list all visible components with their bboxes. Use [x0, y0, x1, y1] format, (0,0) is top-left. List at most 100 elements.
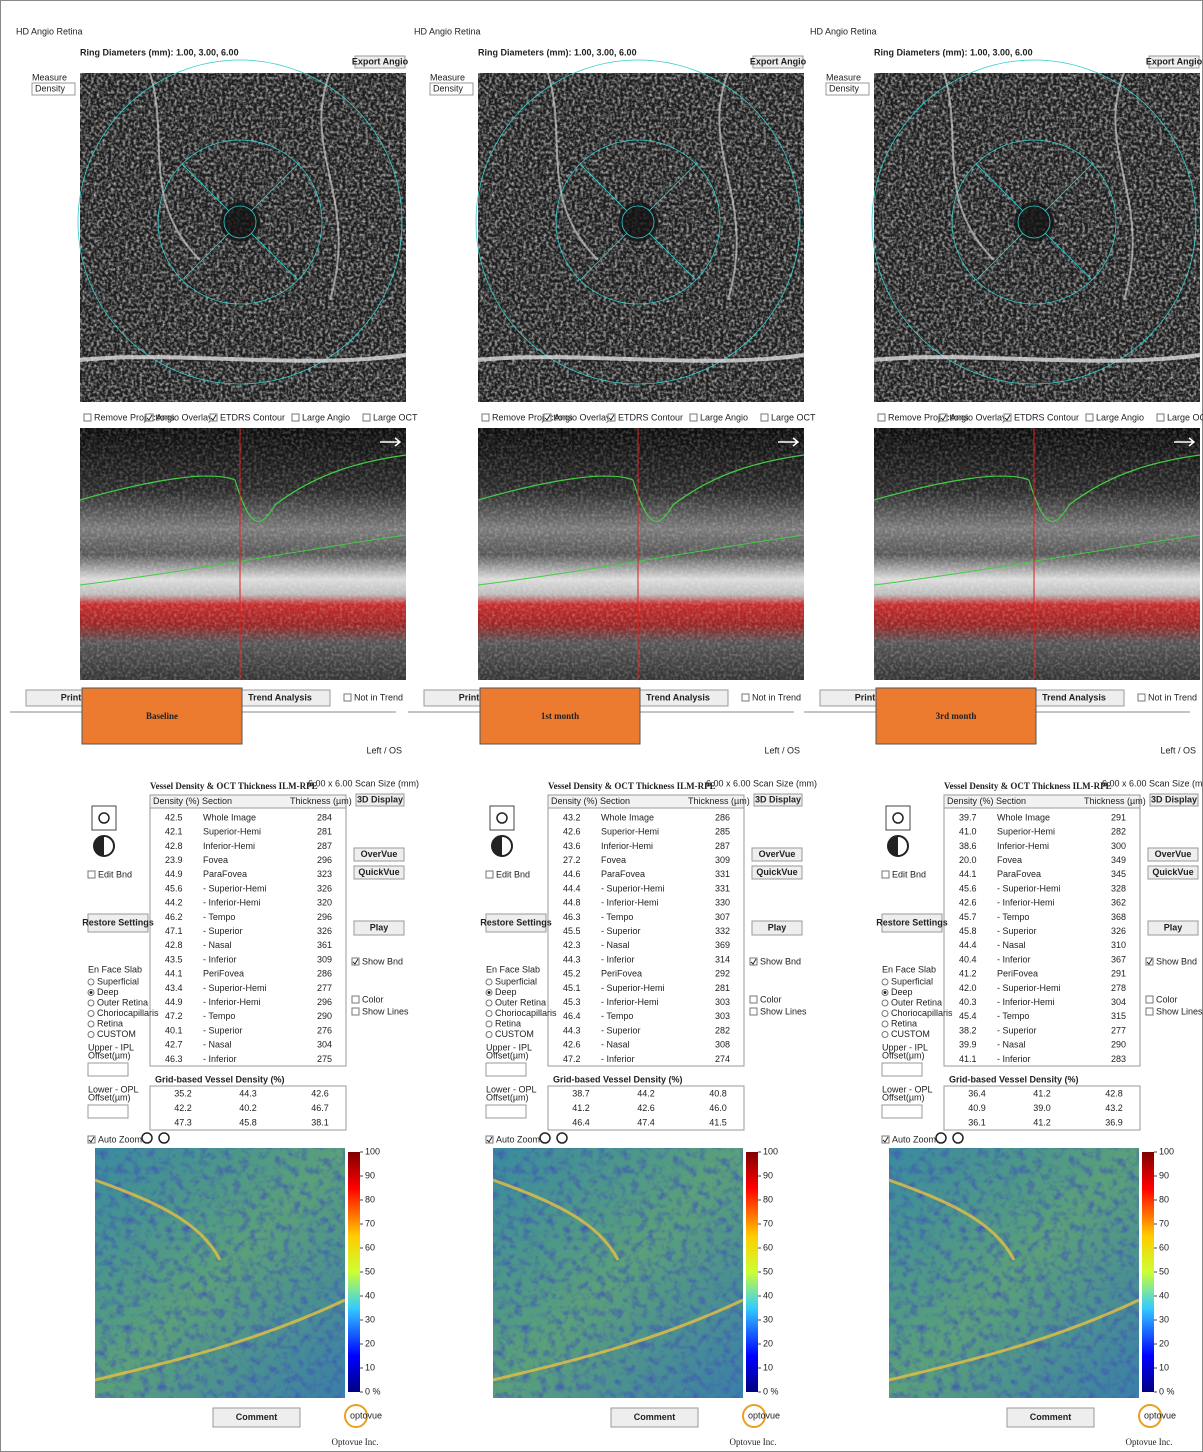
section-name: Fovea [203, 855, 228, 865]
zoom-icon[interactable] [142, 1133, 152, 1143]
color-option[interactable] [1146, 996, 1153, 1003]
grid-value: 42.6 [637, 1103, 655, 1113]
company: Optovue Inc. [332, 1437, 379, 1447]
not-in-trend-label: Not in Trend [1148, 692, 1197, 702]
section-name: - Tempo [203, 1011, 235, 1021]
edit-bnd[interactable] [88, 871, 95, 878]
view-option[interactable] [482, 414, 489, 421]
not-in-trend[interactable] [1138, 694, 1145, 701]
view-option-label: Large OCT [373, 412, 418, 422]
view-option[interactable] [1157, 414, 1164, 421]
color-option[interactable] [352, 996, 359, 1003]
3d-display-label: 3D Display [755, 794, 801, 804]
slab-option[interactable] [88, 979, 94, 985]
slab-option[interactable] [88, 1000, 94, 1006]
colorbar-tick-label: 50 [365, 1266, 375, 1276]
edit-bnd[interactable] [486, 871, 493, 878]
show-lines[interactable] [750, 1008, 757, 1015]
edit-bnd[interactable] [882, 871, 889, 878]
thickness-value: 361 [317, 940, 332, 950]
slab-option[interactable] [486, 1000, 492, 1006]
slab-option[interactable] [882, 1011, 888, 1017]
colorbar-tick-label: 80 [365, 1194, 375, 1204]
lower-input[interactable] [882, 1105, 922, 1118]
slab-option[interactable] [486, 1011, 492, 1017]
color-option-label: Color [1156, 994, 1178, 1004]
upper-input[interactable] [882, 1063, 922, 1076]
thickness-value: 277 [1111, 1025, 1126, 1035]
colorbar-tick-label: 20 [1159, 1338, 1169, 1348]
scan-size: 6.00 x 6.00 Scan Size (mm) [1102, 778, 1203, 788]
view-option-label: ETDRS Contour [618, 412, 683, 422]
slab-option[interactable] [882, 1000, 888, 1006]
view-option[interactable] [84, 414, 91, 421]
colorbar-tick-label: 40 [365, 1290, 375, 1300]
thickness-value: 292 [715, 969, 730, 979]
view-option[interactable] [292, 414, 299, 421]
show-lines-label: Show Lines [760, 1006, 807, 1016]
density-value: 39.7 [959, 812, 977, 822]
show-lines[interactable] [1146, 1008, 1153, 1015]
density-value: 45.5 [563, 926, 581, 936]
zoom-icon[interactable] [540, 1133, 550, 1143]
color-option[interactable] [750, 996, 757, 1003]
lower-input[interactable] [486, 1105, 526, 1118]
section-name: Whole Image [601, 812, 654, 822]
table-title: Vessel Density & OCT Thickness ILM-RPE [150, 781, 318, 791]
brightness-icon[interactable] [92, 806, 116, 830]
not-in-trend[interactable] [344, 694, 351, 701]
slab-option[interactable] [486, 1021, 492, 1027]
show-lines[interactable] [352, 1008, 359, 1015]
ring-diameters: Ring Diameters (mm): 1.00, 3.00, 6.00 [478, 47, 637, 57]
colorbar-tick-label: 50 [763, 1266, 773, 1276]
slab-option[interactable] [486, 1032, 492, 1038]
view-option-label: Angio Overlay [156, 412, 213, 422]
view-option[interactable] [761, 414, 768, 421]
section-name: - Nasal [601, 940, 630, 950]
zoom-icon[interactable] [557, 1133, 567, 1143]
thickness-value: 286 [715, 812, 730, 822]
density-value: 42.6 [563, 1040, 581, 1050]
section-name: PeriFovea [601, 969, 642, 979]
density-value: 40.3 [959, 997, 977, 1007]
not-in-trend-label: Not in Trend [354, 692, 403, 702]
view-option[interactable] [363, 414, 370, 421]
slab-option[interactable] [88, 1011, 94, 1017]
slab-option[interactable] [882, 1021, 888, 1027]
thickness-value: 328 [1111, 883, 1126, 893]
slab-option[interactable] [882, 979, 888, 985]
colorbar-tick-label: 20 [763, 1338, 773, 1348]
slab-option[interactable] [486, 979, 492, 985]
zoom-icon[interactable] [953, 1133, 963, 1143]
density-value: 43.6 [563, 841, 581, 851]
slab-option[interactable] [882, 1032, 888, 1038]
colorbar-tick-label: 100 [1159, 1146, 1174, 1156]
upper-input[interactable] [486, 1063, 526, 1076]
upper-input[interactable] [88, 1063, 128, 1076]
thickness-value: 276 [317, 1025, 332, 1035]
colorbar-tick-label: 90 [365, 1170, 375, 1180]
grid-value: 41.5 [709, 1117, 727, 1127]
view-option[interactable] [690, 414, 697, 421]
zoom-icon[interactable] [936, 1133, 946, 1143]
table-header: Density (%) [947, 796, 994, 806]
measure-label: Measure [826, 72, 861, 82]
density-value: 45.1 [563, 983, 581, 993]
view-option[interactable] [1086, 414, 1093, 421]
density-value: 42.0 [959, 983, 977, 993]
brightness-icon[interactable] [490, 806, 514, 830]
brightness-icon[interactable] [886, 806, 910, 830]
zoom-icon[interactable] [159, 1133, 169, 1143]
thickness-value: 274 [715, 1054, 730, 1064]
grid-value: 36.4 [968, 1088, 986, 1098]
slab-option[interactable] [88, 1021, 94, 1027]
grid-title: Grid-based Vessel Density (%) [553, 1074, 683, 1084]
not-in-trend[interactable] [742, 694, 749, 701]
section-name: Whole Image [203, 812, 256, 822]
overvue-label: OverVue [361, 849, 398, 859]
slab-option[interactable] [88, 1032, 94, 1038]
view-option[interactable] [878, 414, 885, 421]
ring-diameters: Ring Diameters (mm): 1.00, 3.00, 6.00 [874, 47, 1033, 57]
thickness-value: 303 [715, 1011, 730, 1021]
lower-input[interactable] [88, 1105, 128, 1118]
